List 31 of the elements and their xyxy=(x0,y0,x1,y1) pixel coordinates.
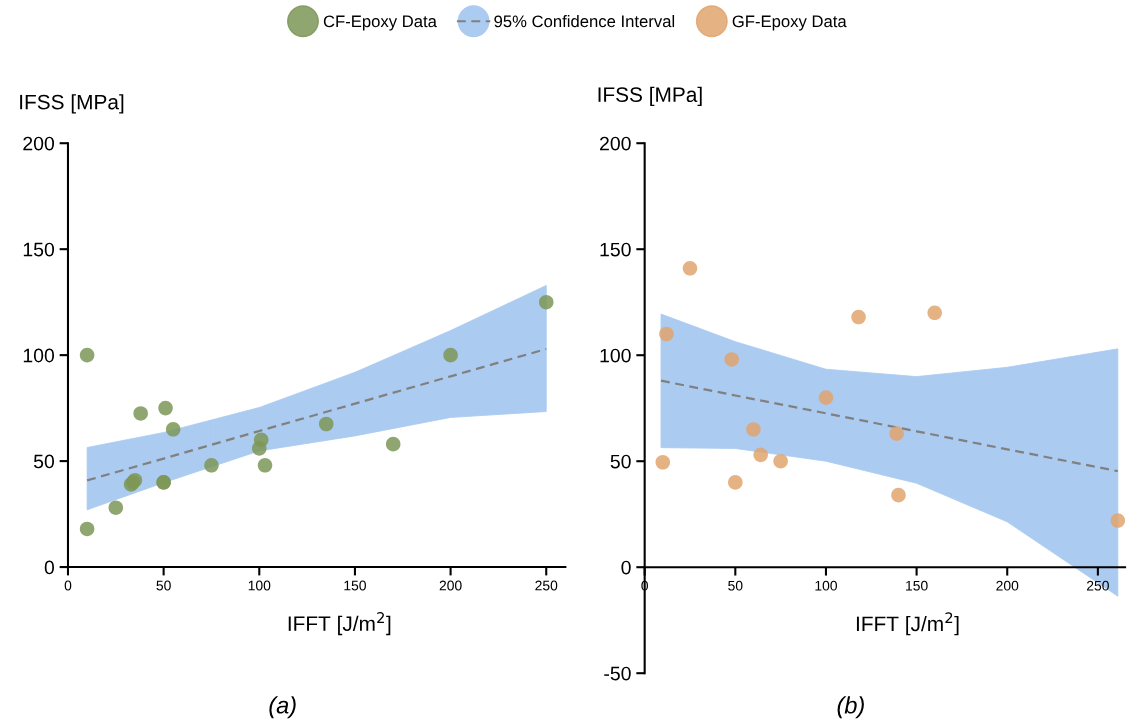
x-tick-label: 250 xyxy=(535,580,558,591)
x-tick-label: 150 xyxy=(344,580,366,591)
y-tick-label: 150 xyxy=(600,242,631,257)
y-tick-label: 50 xyxy=(33,454,55,469)
x-tick-label: 0 xyxy=(64,580,72,591)
y-tick-label: -50 xyxy=(604,666,631,681)
x-tick-label: 50 xyxy=(728,580,743,591)
x-tick-label: 200 xyxy=(439,580,462,591)
x-axis-title: IFFT [J/m$^{2}$] xyxy=(288,612,391,636)
y-axis-title: IFSS [MPa] xyxy=(598,86,702,107)
x-axis-title: IFFT [J/m$^{2}$] xyxy=(856,612,959,636)
text: (a) xyxy=(269,696,296,719)
x-tick-label: 50 xyxy=(156,580,171,591)
y-tick-label: 0 xyxy=(44,560,55,575)
text: (b) xyxy=(837,696,864,719)
x-tick-label: 250 xyxy=(1086,580,1109,591)
legend-label: 95% Confidence Interval xyxy=(494,15,675,28)
y-axis-title: IFSS [MPa] xyxy=(20,94,124,114)
x-tick-label: 200 xyxy=(996,580,1019,591)
legend-label: CF-Epoxy Data xyxy=(323,15,437,31)
y-tick-label: 150 xyxy=(23,242,55,257)
y-tick-label: 100 xyxy=(23,348,55,363)
y-tick-label: 100 xyxy=(600,348,631,363)
y-tick-label: 200 xyxy=(23,136,55,151)
x-tick-label: 100 xyxy=(815,580,837,591)
y-tick-label: 0 xyxy=(621,560,631,575)
legend-label: GF-Epoxy Data xyxy=(732,15,847,31)
y-tick-label: 200 xyxy=(600,136,631,151)
x-tick-label: 150 xyxy=(906,580,928,591)
y-tick-label: 50 xyxy=(610,454,631,469)
x-tick-label: 100 xyxy=(248,580,271,591)
